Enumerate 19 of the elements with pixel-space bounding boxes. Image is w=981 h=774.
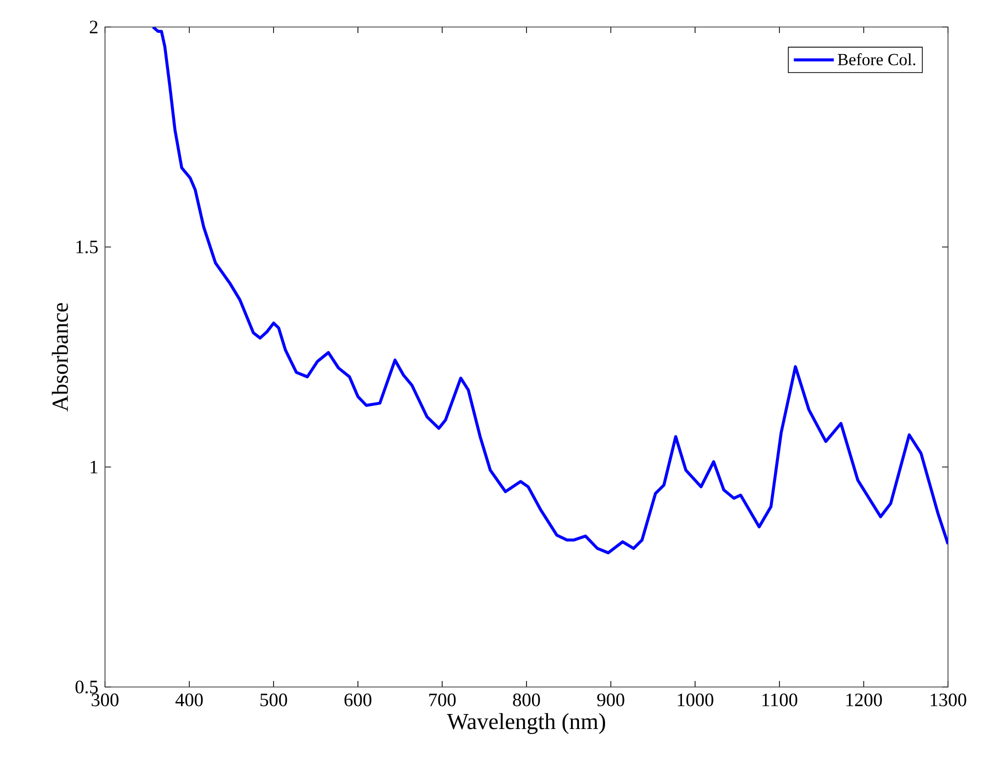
- y-tick-label: 1.5: [76, 240, 98, 254]
- x-axis-title: Wavelength (nm): [446, 713, 606, 734]
- y-tick-label: 1: [90, 460, 98, 474]
- y-tick-label: 0.5: [76, 680, 98, 694]
- x-tick-label: 800: [513, 694, 540, 706]
- y-axis-title: Absorbance: [52, 303, 68, 412]
- x-tick-label: 1000: [678, 694, 714, 706]
- x-tick-label: 400: [175, 694, 203, 706]
- x-tick-label: 700: [429, 694, 456, 706]
- x-tick-label: 300: [92, 694, 118, 706]
- y-tick-label: 2: [90, 20, 98, 34]
- x-tick-label: 600: [344, 694, 372, 706]
- x-tick-label: 900: [597, 694, 624, 706]
- x-tick-label: 1300: [930, 694, 966, 706]
- x-tick-label: 500: [260, 694, 288, 706]
- x-tick-label: 1100: [762, 694, 798, 706]
- x-tick-label: 1200: [846, 694, 882, 706]
- line-series: [152, 26, 948, 554]
- legend-label: Before Col.: [838, 53, 916, 66]
